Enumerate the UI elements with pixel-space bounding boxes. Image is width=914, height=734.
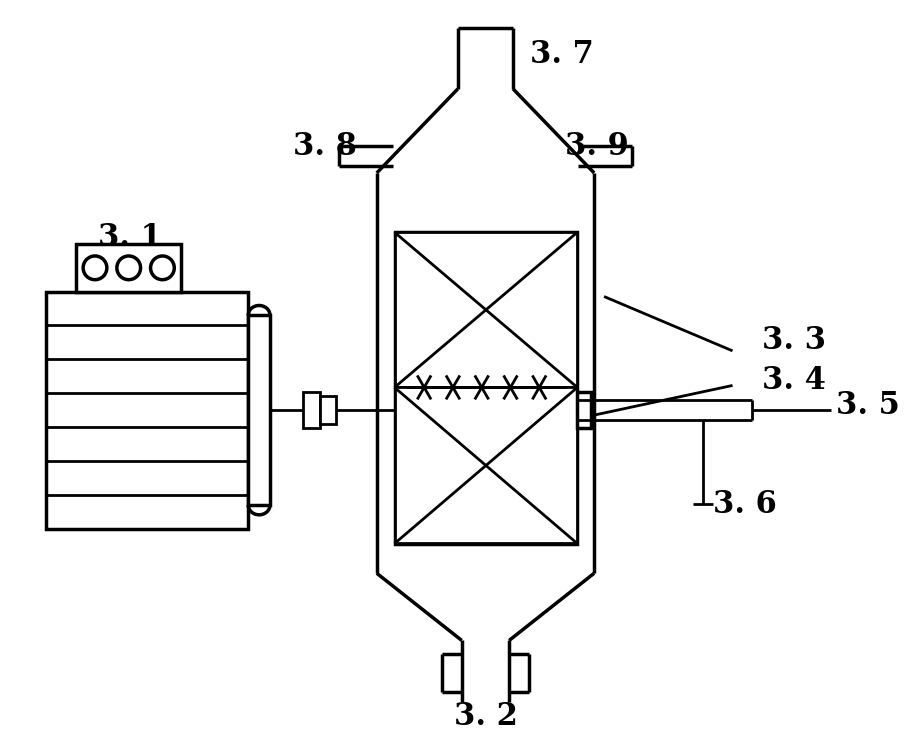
Text: 3. 4: 3. 4 — [762, 365, 826, 396]
Bar — [395, 232, 578, 388]
Text: 3. 1: 3. 1 — [98, 222, 162, 252]
Text: 3. 8: 3. 8 — [293, 131, 357, 161]
Text: 3. 6: 3. 6 — [713, 489, 777, 520]
Text: 3. 3: 3. 3 — [762, 325, 826, 357]
Text: 3. 9: 3. 9 — [565, 131, 628, 161]
Bar — [395, 388, 578, 542]
Bar — [303, 393, 321, 428]
Bar — [321, 396, 336, 424]
Text: 3. 7: 3. 7 — [530, 39, 594, 70]
Bar — [395, 232, 578, 544]
Bar — [578, 393, 591, 428]
Bar — [46, 291, 249, 528]
Bar — [76, 244, 181, 291]
Text: 3. 2: 3. 2 — [453, 701, 517, 732]
Bar — [249, 316, 270, 505]
Text: 3. 5: 3. 5 — [836, 390, 900, 421]
